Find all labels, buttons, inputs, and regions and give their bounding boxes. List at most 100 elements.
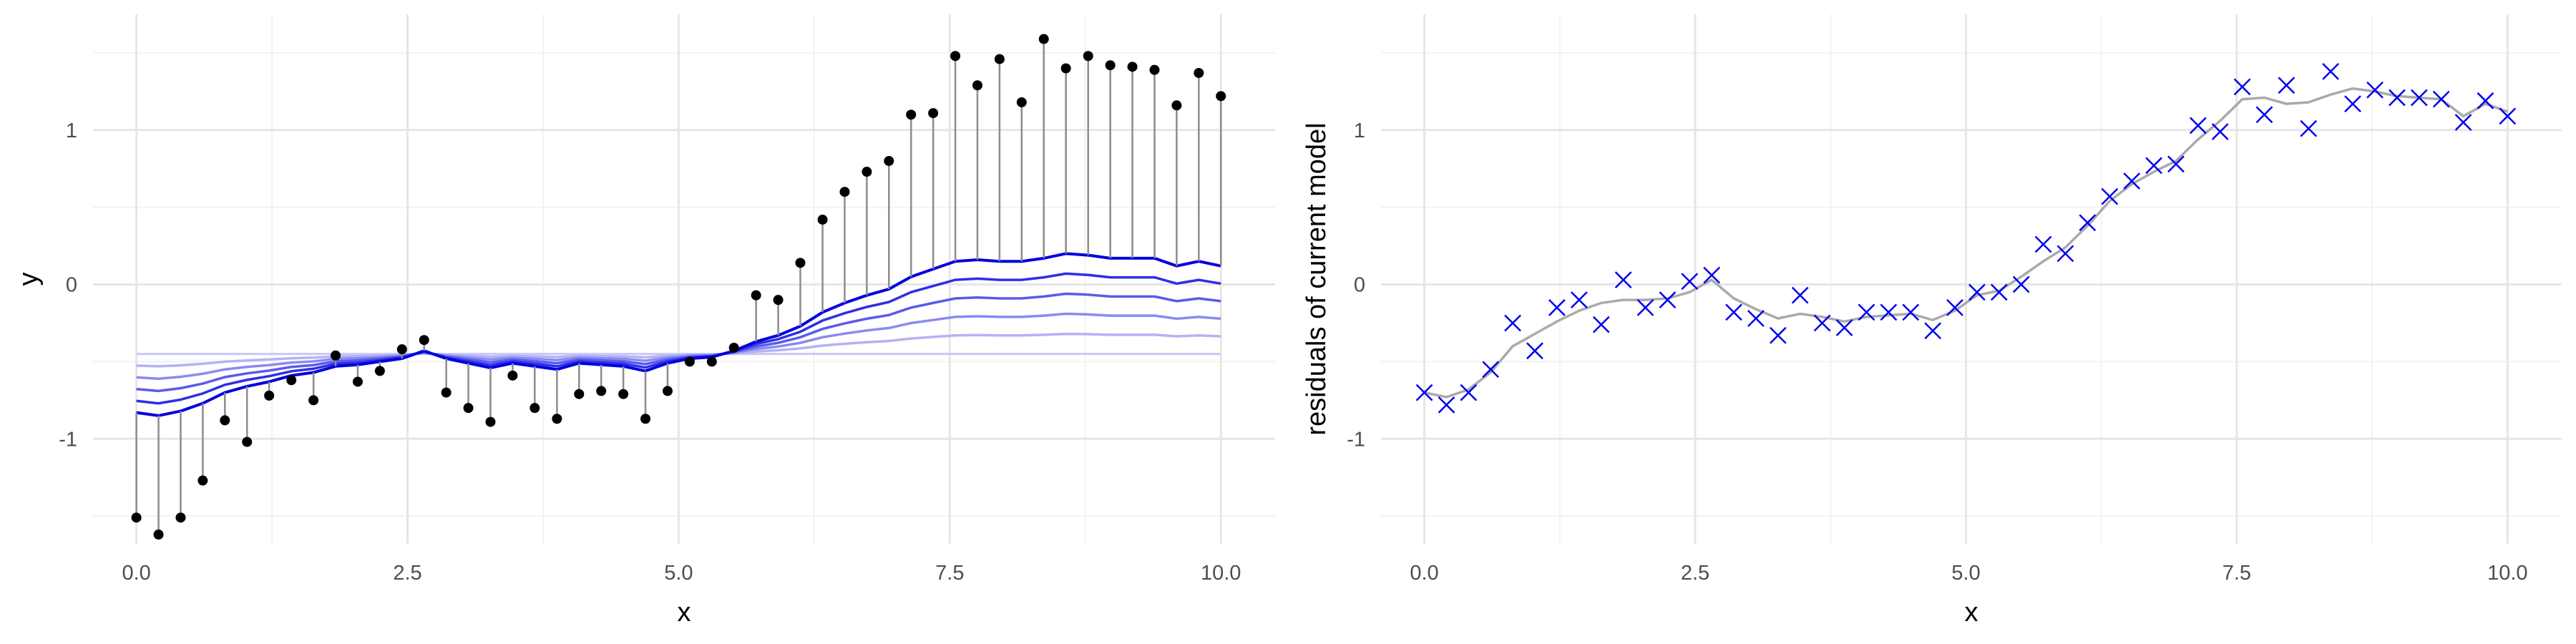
residual-point bbox=[1990, 283, 2008, 301]
data-point bbox=[906, 109, 917, 120]
data-point bbox=[574, 389, 585, 399]
residual-point bbox=[2366, 81, 2384, 99]
residual-point bbox=[1592, 316, 1610, 333]
residual-point bbox=[2189, 117, 2207, 135]
residual-point bbox=[1946, 299, 1963, 316]
x-tick-label: 0.0 bbox=[1410, 562, 1438, 585]
data-point bbox=[972, 80, 982, 91]
data-point bbox=[1127, 62, 1138, 72]
y-axis-title: residuals of current model bbox=[1302, 122, 1332, 435]
data-point bbox=[175, 512, 186, 523]
y-tick-label: 0 bbox=[1354, 274, 1365, 297]
y-tick-label: -1 bbox=[1347, 428, 1365, 451]
residual-point bbox=[2211, 123, 2229, 140]
x-axis-title: x bbox=[678, 597, 691, 628]
residual-point bbox=[1968, 283, 1986, 301]
residual-point bbox=[1614, 271, 1632, 288]
x-tick-label: 7.5 bbox=[935, 562, 964, 585]
data-point bbox=[485, 416, 496, 427]
data-point bbox=[751, 290, 761, 301]
data-point bbox=[1194, 67, 1204, 78]
data-point bbox=[507, 370, 518, 381]
x-tick-label: 2.5 bbox=[1681, 562, 1709, 585]
data-point bbox=[1171, 100, 1182, 111]
data-point bbox=[618, 389, 629, 399]
residual-point bbox=[1415, 384, 1433, 401]
residual-point bbox=[1835, 319, 1853, 336]
data-point bbox=[197, 475, 208, 486]
residual-point bbox=[2477, 92, 2494, 109]
y-tick-label: 1 bbox=[1354, 119, 1365, 142]
fit-line-series bbox=[136, 332, 1221, 368]
data-point bbox=[530, 403, 540, 414]
data-point bbox=[374, 366, 385, 376]
y-tick-label: 0 bbox=[66, 274, 77, 297]
residual-point bbox=[2300, 119, 2318, 137]
residual-point bbox=[2101, 187, 2119, 205]
x-tick-label: 5.0 bbox=[1951, 562, 1980, 585]
data-point bbox=[773, 295, 784, 306]
data-point bbox=[552, 414, 562, 424]
residual-point bbox=[2123, 172, 2141, 190]
data-point bbox=[308, 395, 319, 406]
residual-point bbox=[2167, 155, 2185, 173]
residual-point bbox=[1482, 361, 1500, 379]
x-tick-label: 2.5 bbox=[393, 562, 421, 585]
data-point bbox=[331, 350, 341, 361]
residual-point bbox=[2322, 62, 2339, 80]
data-point bbox=[862, 167, 872, 177]
data-point bbox=[950, 51, 961, 62]
left-panel: 0.0 2.5 5.0 7.5 10.0 -1 0 1 x y bbox=[14, 14, 1275, 628]
right-panel: 0.0 2.5 5.0 7.5 10.0 -1 0 1 x residuals of curren… bbox=[1302, 14, 2562, 628]
residual-point bbox=[1681, 273, 1699, 291]
residual-point bbox=[2278, 77, 2296, 94]
residual-point bbox=[2432, 90, 2450, 108]
y-tick-label: -1 bbox=[59, 428, 77, 451]
data-point bbox=[242, 436, 253, 447]
data-point bbox=[928, 108, 939, 119]
data-point bbox=[264, 390, 275, 401]
residual-point bbox=[1725, 303, 1742, 321]
x-tick-label: 7.5 bbox=[2223, 562, 2251, 585]
residual-point bbox=[1460, 384, 1478, 401]
residual-point bbox=[1548, 299, 1566, 316]
data-point bbox=[994, 54, 1005, 64]
data-point bbox=[441, 387, 452, 398]
residual-point bbox=[1636, 299, 1654, 316]
x-axis-title: x bbox=[1965, 597, 1979, 628]
data-point bbox=[684, 356, 695, 367]
y-axis-title: y bbox=[14, 273, 44, 286]
grid-lines bbox=[1381, 14, 2562, 544]
residual-point bbox=[1813, 314, 1831, 332]
residual-point bbox=[1858, 303, 1875, 321]
data-point bbox=[286, 375, 297, 386]
data-point bbox=[640, 414, 651, 424]
data-point bbox=[662, 386, 673, 396]
residual-point bbox=[1747, 310, 1765, 327]
data-point bbox=[1060, 63, 1071, 74]
residual-point bbox=[1769, 326, 1787, 344]
residual-point bbox=[2079, 214, 2097, 232]
data-point bbox=[884, 155, 894, 166]
y-tick-label: 1 bbox=[66, 119, 77, 142]
residual-point bbox=[2454, 114, 2472, 131]
data-point bbox=[728, 343, 739, 353]
data-point bbox=[220, 415, 230, 426]
x-tick-label: 10.0 bbox=[2487, 562, 2527, 585]
grid-lines bbox=[93, 14, 1275, 544]
data-point bbox=[419, 335, 429, 346]
data-point bbox=[817, 214, 828, 225]
data-point bbox=[839, 187, 850, 197]
residual-point bbox=[1902, 303, 1920, 321]
data-point bbox=[596, 386, 607, 396]
residual-point bbox=[2410, 89, 2428, 107]
residual-point bbox=[1659, 291, 1677, 309]
data-point bbox=[1038, 34, 1049, 44]
data-point bbox=[1216, 91, 1226, 102]
residual-point bbox=[1924, 322, 1941, 340]
data-point bbox=[706, 356, 717, 367]
residual-point bbox=[2344, 95, 2361, 113]
residual-point bbox=[2389, 89, 2406, 107]
